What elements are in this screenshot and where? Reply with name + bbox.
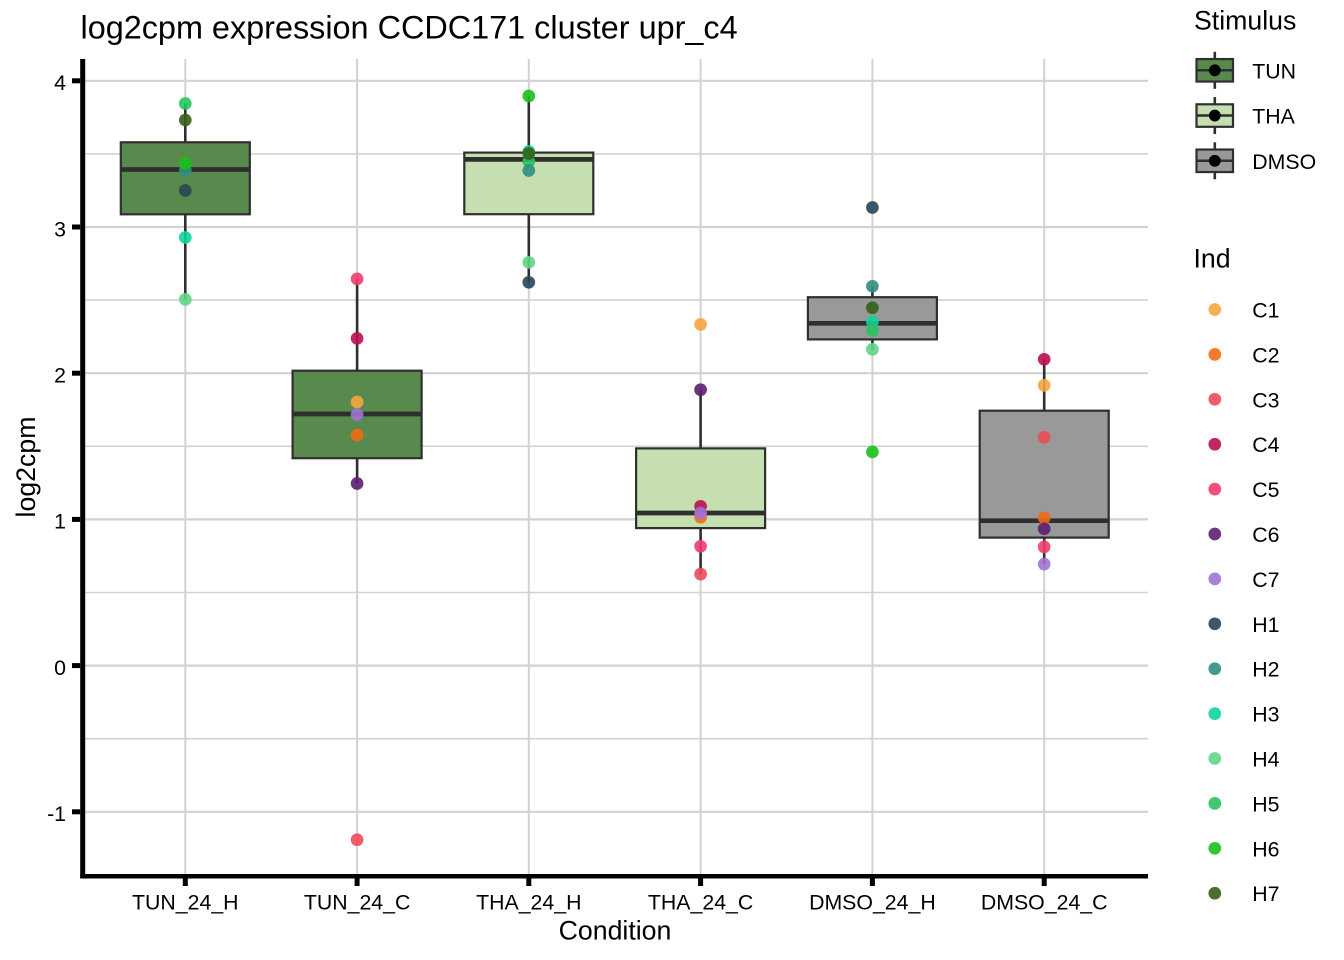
svg-text:H6: H6: [1252, 837, 1279, 861]
svg-text:C5: C5: [1252, 478, 1279, 502]
svg-text:H7: H7: [1252, 882, 1279, 906]
svg-text:C1: C1: [1252, 299, 1279, 323]
svg-text:THA_24_C: THA_24_C: [648, 891, 753, 915]
svg-text:DMSO_24_H: DMSO_24_H: [809, 891, 936, 915]
svg-text:H2: H2: [1252, 658, 1279, 682]
svg-text:H4: H4: [1252, 748, 1279, 772]
svg-text:2: 2: [54, 364, 66, 388]
svg-text:TUN_24_C: TUN_24_C: [304, 891, 411, 915]
svg-text:DMSO_24_C: DMSO_24_C: [981, 891, 1108, 915]
svg-text:THA: THA: [1252, 105, 1295, 129]
svg-text:-1: -1: [47, 802, 66, 826]
svg-text:H1: H1: [1252, 613, 1279, 637]
svg-text:H3: H3: [1252, 703, 1279, 727]
svg-text:1: 1: [54, 510, 66, 534]
svg-text:DMSO: DMSO: [1252, 150, 1316, 174]
svg-text:C7: C7: [1252, 568, 1279, 592]
svg-text:C6: C6: [1252, 523, 1279, 547]
svg-text:log2cpm expression CCDC171 clu: log2cpm expression CCDC171 cluster upr_c…: [81, 10, 738, 46]
svg-text:TUN: TUN: [1252, 59, 1296, 83]
svg-text:H5: H5: [1252, 792, 1279, 816]
svg-text:C4: C4: [1252, 433, 1279, 457]
svg-text:Condition: Condition: [559, 916, 672, 946]
svg-text:3: 3: [54, 217, 66, 241]
svg-text:THA_24_H: THA_24_H: [476, 891, 581, 915]
svg-text:C3: C3: [1252, 388, 1279, 412]
svg-text:4: 4: [54, 71, 66, 95]
svg-text:TUN_24_H: TUN_24_H: [132, 891, 239, 915]
svg-text:C2: C2: [1252, 343, 1279, 367]
svg-text:0: 0: [54, 656, 66, 680]
svg-text:Stimulus: Stimulus: [1194, 5, 1296, 35]
svg-text:log2cpm: log2cpm: [11, 417, 41, 518]
svg-text:Ind: Ind: [1194, 244, 1231, 274]
